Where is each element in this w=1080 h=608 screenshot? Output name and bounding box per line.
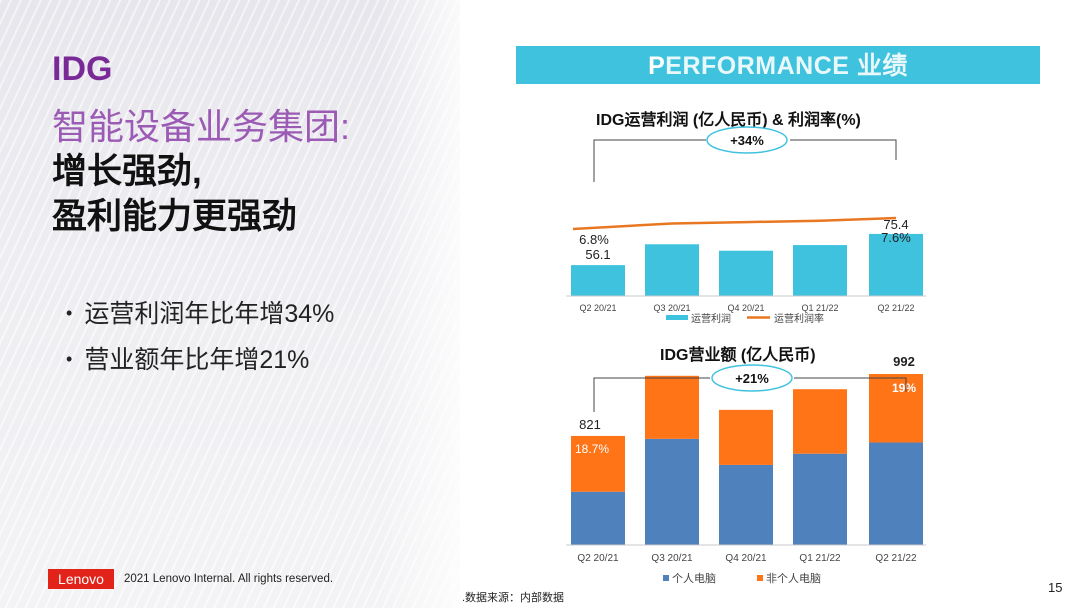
pc-bar	[793, 453, 847, 545]
growth-bracket-left	[593, 377, 710, 412]
x-tick-label: Q2 21/22	[877, 303, 914, 313]
x-tick-label: Q1 21/22	[801, 303, 838, 313]
left-background-fade	[380, 0, 480, 608]
copyright-text: 2021 Lenovo Internal. All rights reserve…	[124, 573, 334, 585]
margin-line	[572, 216, 897, 231]
non-pc-bar	[645, 375, 699, 439]
growth-badge	[706, 126, 788, 154]
legend-swatch-profit	[666, 315, 688, 320]
subtitle: 智能设备业务集团:	[52, 106, 351, 147]
bullet-item: 营业额年比年增21%	[66, 342, 334, 388]
non-pc-bar	[869, 373, 923, 443]
legend-label-non-pc: 非个人电脑	[766, 572, 821, 585]
data-source: .数据来源：内部数据	[462, 592, 565, 604]
page-number: 15	[1048, 580, 1063, 595]
chart-title-profit: IDG运营利润 (亿人民币) & 利润率(%)	[596, 112, 861, 129]
growth-bracket-right	[790, 139, 897, 160]
profit-bar	[719, 250, 773, 296]
profit-bar	[645, 244, 699, 296]
profit-value-label: 56.1	[585, 247, 610, 262]
growth-badge-label: +21%	[735, 371, 769, 386]
revenue-total-label: 992	[893, 354, 915, 369]
non-pc-bar	[719, 409, 773, 465]
growth-bracket-left	[593, 139, 706, 182]
bullet-item: 运营利润年比年增34%	[66, 296, 334, 342]
bullet-list: 运营利润年比年增34% 营业额年比年增21%	[66, 296, 334, 388]
x-tick-label: Q1 21/22	[799, 553, 841, 564]
pc-bar	[869, 442, 923, 545]
legend-label-margin: 运营利润率	[774, 312, 824, 325]
legend-swatch-pc	[663, 575, 669, 581]
lenovo-logo: Lenovo	[48, 569, 114, 589]
growth-bracket-right	[794, 377, 907, 392]
profit-value-label: 75.4	[883, 217, 908, 232]
profit-bar	[571, 265, 625, 296]
performance-banner: PERFORMANCE 业绩	[516, 46, 1040, 84]
chart-title-revenue: IDG营业额 (亿人民币)	[660, 347, 816, 364]
revenue-total-label: 821	[579, 417, 601, 432]
margin-value-label: 6.8%	[579, 232, 609, 247]
legend-label-profit: 运营利润	[691, 312, 731, 325]
x-tick-label: Q3 20/21	[653, 303, 690, 313]
non-pc-share-label: 19%	[892, 381, 916, 395]
pc-bar	[645, 438, 699, 545]
margin-value-label: 7.6%	[881, 230, 911, 245]
legend-label-pc: 个人电脑	[672, 572, 716, 585]
x-tick-label: Q2 20/21	[579, 303, 616, 313]
x-tick-label: Q3 20/21	[651, 553, 693, 564]
non-pc-share-label: 18.7%	[575, 442, 609, 456]
growth-badge	[711, 364, 793, 392]
non-pc-bar	[793, 389, 847, 454]
x-tick-label: Q2 21/22	[875, 553, 917, 564]
growth-badge-label: +34%	[730, 133, 764, 148]
pc-bar	[719, 464, 773, 545]
x-tick-label: Q4 20/21	[725, 553, 767, 564]
brand-title: IDG	[52, 50, 113, 88]
headline-line-1: 增长强劲,	[52, 152, 202, 191]
non-pc-bar	[571, 435, 625, 492]
banner-prefix: P	[648, 52, 666, 80]
banner-text: ERFORMANCE 业绩	[665, 52, 908, 80]
x-tick-label: Q2 20/21	[577, 553, 619, 564]
pc-bar	[571, 491, 625, 545]
x-tick-label: Q4 20/21	[727, 303, 764, 313]
legend-swatch-non-pc	[757, 575, 763, 581]
profit-bar	[793, 245, 847, 296]
profit-bar	[869, 233, 923, 296]
headline-line-2: 盈利能力更强劲	[52, 197, 298, 236]
